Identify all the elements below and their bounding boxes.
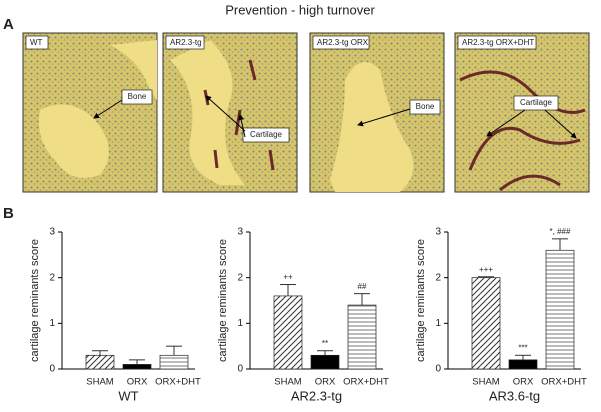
- figure-title: Prevention - high turnover: [225, 2, 375, 17]
- x-tick-label: ORX+DHT: [155, 377, 201, 388]
- significance-label: ++: [283, 273, 293, 282]
- significance-label: ##: [358, 282, 367, 291]
- bar: [85, 354, 115, 370]
- micrograph-label: AR2.3-tg ORX: [317, 38, 369, 47]
- significance-label: **: [322, 339, 328, 348]
- annotation: Cartilage: [520, 98, 553, 107]
- y-tick-label: 2: [237, 272, 243, 283]
- bar: [159, 354, 189, 370]
- y-axis-title: cartilage reminants score: [217, 239, 229, 362]
- y-tick-label: 1: [49, 318, 55, 329]
- bar: [273, 295, 303, 370]
- significance-label: *, ###: [550, 227, 571, 236]
- bar: [508, 359, 538, 370]
- annotation: Bone: [416, 102, 435, 111]
- x-tick-label: SHAM: [274, 377, 302, 388]
- y-tick-label: 1: [435, 318, 441, 329]
- panel-label: B: [3, 205, 14, 222]
- panel-label: A: [3, 16, 14, 33]
- x-tick-label: ORX: [315, 377, 336, 388]
- y-tick-label: 0: [435, 364, 441, 375]
- micrograph-label: AR2.3-tg: [170, 38, 202, 47]
- y-tick-label: 2: [49, 272, 55, 283]
- x-axis-title: WT: [118, 388, 138, 403]
- y-axis-title: cartilage reminants score: [29, 239, 41, 362]
- y-axis-title: cartilage reminants score: [415, 239, 427, 362]
- micrograph-label: AR2.3-tg ORX+DHT: [462, 38, 534, 47]
- bar: [122, 364, 152, 370]
- x-axis-title: AR3.6-tg: [489, 388, 540, 403]
- x-tick-label: ORX+DHT: [541, 377, 587, 388]
- bar: [471, 277, 501, 370]
- micrograph-label: WT: [30, 38, 43, 47]
- significance-label: +++: [479, 265, 493, 274]
- x-tick-label: ORX: [513, 377, 534, 388]
- x-tick-label: ORX+DHT: [343, 377, 389, 388]
- bar: [545, 249, 575, 370]
- micrograph: AR2.3-tg ORX Bone: [309, 32, 445, 193]
- y-tick-label: 3: [49, 227, 55, 238]
- y-tick-label: 3: [435, 227, 441, 238]
- x-tick-label: SHAM: [86, 377, 114, 388]
- micrograph: WT Bone: [22, 32, 158, 193]
- annotation: Cartilage: [250, 130, 283, 139]
- y-tick-label: 0: [237, 364, 243, 375]
- annotation: Bone: [128, 92, 147, 101]
- y-tick-label: 3: [237, 227, 243, 238]
- significance-label: ***: [518, 343, 527, 352]
- y-tick-label: 2: [435, 272, 441, 283]
- micrograph: AR2.3-tg Cartilage: [162, 32, 298, 193]
- y-tick-label: 0: [49, 364, 55, 375]
- bar: [310, 354, 340, 370]
- x-axis-title: AR2.3-tg: [291, 388, 342, 403]
- x-tick-label: ORX: [127, 377, 148, 388]
- y-tick-label: 1: [237, 318, 243, 329]
- micrograph: AR2.3-tg ORX+DHT Cartilage: [454, 32, 590, 193]
- x-tick-label: SHAM: [472, 377, 500, 388]
- bar: [347, 304, 377, 370]
